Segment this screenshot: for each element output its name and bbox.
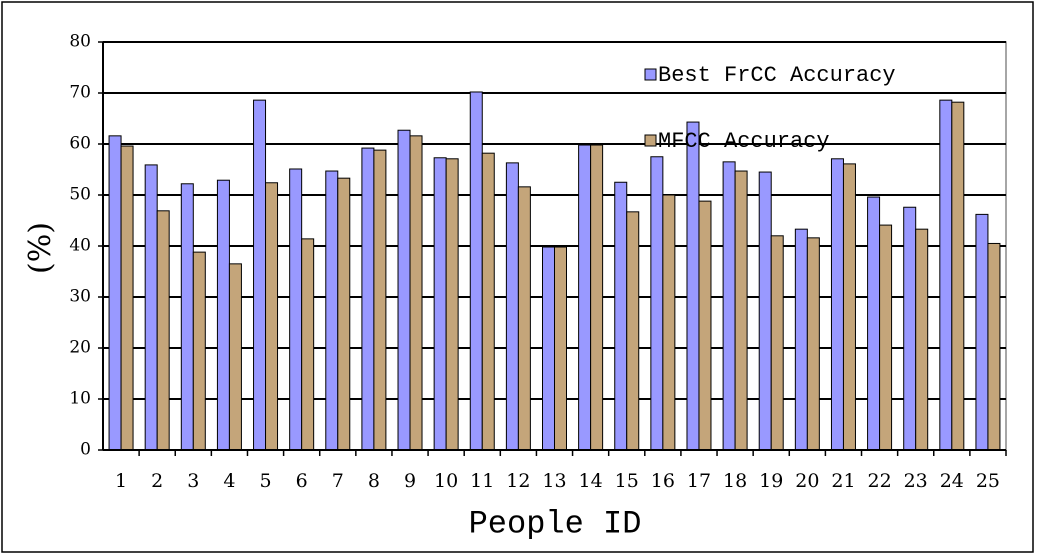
y-tick-label: 20 — [69, 338, 91, 358]
bar — [481, 152, 495, 451]
bar — [686, 121, 700, 451]
bar — [698, 200, 712, 451]
bar — [361, 147, 375, 451]
y-tick-label: 80 — [69, 32, 91, 52]
x-tick-label: 12 — [506, 470, 530, 492]
bar — [830, 158, 844, 451]
bar — [192, 251, 206, 451]
x-tick-label: 17 — [687, 470, 711, 492]
x-tick-label: 14 — [579, 470, 603, 492]
bar — [554, 246, 567, 451]
bar — [975, 213, 989, 451]
x-tick-label: 22 — [867, 470, 891, 492]
bar — [216, 179, 230, 451]
y-tick-label: 60 — [69, 134, 91, 154]
x-tick-label: 5 — [259, 470, 271, 492]
bar — [265, 182, 279, 451]
bar — [987, 242, 1001, 451]
bar — [409, 135, 423, 451]
x-tick-label: 6 — [296, 470, 308, 492]
y-tick-label: 70 — [69, 83, 91, 103]
x-tick-label: 15 — [615, 470, 639, 492]
y-tick-label: 0 — [80, 440, 91, 460]
bar — [939, 99, 953, 451]
legend-label: MFCC Accuracy — [658, 129, 830, 154]
legend-swatch — [644, 68, 657, 81]
bar — [108, 135, 122, 451]
bar — [120, 145, 134, 451]
bar — [722, 161, 736, 451]
y-tick-label: 40 — [69, 236, 91, 256]
bar — [915, 228, 929, 451]
bar — [662, 194, 676, 451]
bar — [505, 162, 519, 451]
x-tick-label: 10 — [434, 470, 458, 492]
legend-swatch — [644, 134, 657, 147]
x-tick-label: 8 — [368, 470, 380, 492]
bar — [156, 210, 170, 451]
x-tick-label: 18 — [723, 470, 747, 492]
y-axis-title: (%) — [23, 222, 58, 274]
x-tick-label: 13 — [542, 470, 566, 492]
x-tick-label: 20 — [795, 470, 819, 492]
y-tick-label: 10 — [69, 389, 91, 409]
bar — [614, 181, 628, 451]
x-tick-label: 25 — [976, 470, 1000, 492]
bar — [734, 170, 748, 451]
x-tick-label: 19 — [759, 470, 783, 492]
bar — [397, 129, 411, 451]
bar — [578, 144, 592, 451]
x-tick-label: 11 — [470, 470, 494, 492]
y-tick-label: 30 — [69, 287, 91, 307]
bar — [758, 171, 772, 451]
bar — [337, 177, 351, 451]
bar — [650, 156, 664, 451]
x-tick-label: 24 — [940, 470, 964, 492]
bar — [842, 163, 856, 451]
x-tick-label: 2 — [151, 470, 163, 492]
bar — [879, 224, 893, 451]
bar — [590, 144, 604, 451]
bar — [903, 206, 917, 451]
x-tick-label: 23 — [904, 470, 928, 492]
bar — [373, 149, 387, 451]
x-tick-label: 3 — [187, 470, 199, 492]
x-tick-label: 4 — [223, 470, 235, 492]
bar — [325, 170, 339, 451]
bar — [253, 99, 267, 451]
x-axis-title: People ID — [469, 505, 642, 542]
bar — [228, 263, 242, 451]
bar — [433, 157, 447, 451]
x-tick-label: 16 — [651, 470, 675, 492]
bar — [289, 168, 303, 451]
bar — [951, 101, 965, 451]
x-tick-label: 9 — [404, 470, 416, 492]
x-tick-label: 1 — [115, 470, 127, 492]
bar — [469, 91, 483, 451]
legend-label: Best FrCC Accuracy — [658, 63, 896, 88]
bar — [626, 211, 640, 451]
y-tick-label: 50 — [69, 185, 91, 205]
bar — [867, 196, 881, 451]
bar — [301, 238, 315, 451]
bar — [770, 235, 784, 451]
bar — [794, 228, 808, 451]
bar — [144, 164, 158, 451]
bar — [542, 246, 555, 451]
bar — [445, 158, 459, 451]
x-tick-label: 21 — [831, 470, 855, 492]
bar — [180, 183, 194, 451]
bar — [806, 237, 820, 451]
x-tick-label: 7 — [332, 470, 344, 492]
bar — [517, 186, 531, 451]
